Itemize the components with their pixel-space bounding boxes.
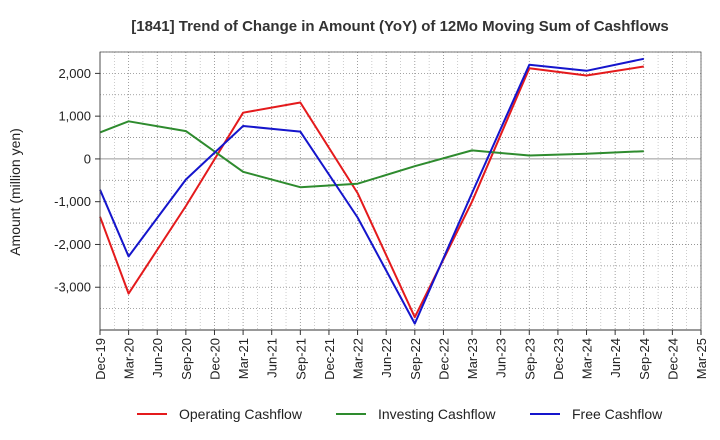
x-tick-label: Mar-21 — [236, 338, 251, 379]
x-tick-label: Sep-23 — [522, 338, 537, 380]
x-tick-label: Mar-22 — [351, 338, 366, 379]
x-tick-label: Jun-22 — [379, 338, 394, 378]
x-tick-label: Jun-23 — [494, 338, 509, 378]
legend-label-free-cashflow: Free Cashflow — [572, 406, 663, 422]
x-tick-label: Jun-20 — [150, 338, 165, 378]
series-lines — [99, 57, 645, 325]
legend-label-operating-cashflow: Operating Cashflow — [179, 406, 303, 422]
x-tick-label: Jun-21 — [265, 338, 280, 378]
series-line-free-cashflow — [99, 57, 645, 325]
x-tick-label: Dec-21 — [322, 338, 337, 380]
x-tick-label: Jun-24 — [608, 338, 623, 378]
legend: Operating Cashflow Investing Cashflow Free… — [137, 406, 663, 422]
x-tick-label: Dec-23 — [551, 338, 566, 380]
y-tick-label: -1,000 — [54, 194, 91, 209]
x-tick-label: Dec-24 — [665, 338, 680, 380]
y-tick-label: -2,000 — [54, 237, 91, 252]
x-tick-label: Mar-25 — [694, 338, 709, 379]
x-tick-label: Mar-24 — [580, 338, 595, 379]
x-tick-label: Mar-23 — [465, 338, 480, 379]
y-tick-label: 2,000 — [58, 66, 91, 81]
series-line-operating-cashflow — [99, 65, 644, 319]
y-tick-label: -3,000 — [54, 280, 91, 295]
x-axis: Dec-19 Mar-20 Jun-20 Sep-20 Dec-20 Mar-21 Jun-… — [93, 329, 709, 380]
x-tick-label: Dec-19 — [93, 338, 108, 380]
series-line-investing-cashflow — [99, 120, 644, 189]
x-tick-label: Sep-24 — [637, 338, 652, 380]
x-tick-label: Sep-22 — [408, 338, 423, 380]
x-tick-label: Sep-20 — [179, 338, 194, 380]
chart-title: [1841] Trend of Change in Amount (YoY) o… — [131, 18, 669, 35]
y-axis-label: Amount (million yen) — [7, 128, 23, 256]
y-tick-label: 0 — [84, 151, 91, 166]
x-tick-label: Sep-21 — [293, 338, 308, 380]
y-tick-label: 1,000 — [58, 109, 91, 124]
x-tick-label: Mar-20 — [122, 338, 137, 379]
legend-label-investing-cashflow: Investing Cashflow — [378, 406, 496, 422]
x-tick-label: Dec-22 — [436, 338, 451, 380]
x-tick-label: Dec-20 — [207, 338, 222, 380]
